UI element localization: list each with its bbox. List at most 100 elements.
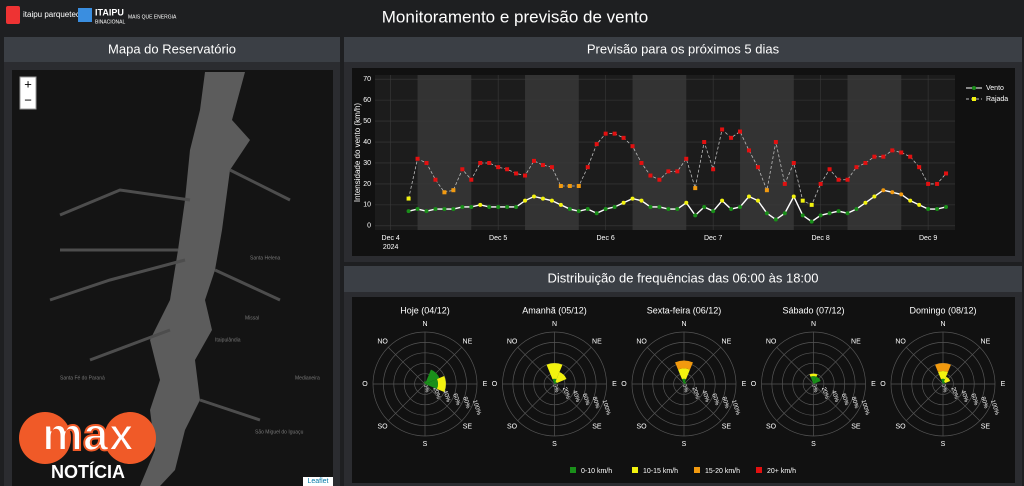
logo-text: ITAIPU [95,7,124,17]
rose-rtick-label: 80% [591,396,601,410]
rose-petal [678,368,690,380]
rose-direction: N [940,321,945,328]
gust-marker [648,173,653,178]
map-label: Santa Helena [250,255,281,261]
wind-marker [540,196,545,201]
wind-marker [809,219,814,224]
zoom-in[interactable]: + [24,76,32,91]
wind-marker [648,204,653,209]
gust-marker [523,173,528,178]
wind-marker [406,209,411,214]
gust-marker [684,156,689,161]
rose-petal [552,378,557,384]
wind-marker [890,190,895,195]
wind-marker [675,207,680,212]
y-tick-label: 40 [363,139,371,146]
legend-marker [972,86,976,90]
gust-marker [487,160,492,165]
rose-direction: SO [378,423,389,430]
rose-spoke [942,383,981,422]
wind-marker [845,211,850,216]
panel-title: Mapa do Reservatório [108,41,236,56]
wind-marker [711,209,716,214]
rose-rtick-label: 80% [979,396,989,410]
x-tick-year: 2024 [383,244,399,251]
attribution[interactable]: Leaflet [307,478,328,485]
zoom-control[interactable] [19,76,37,110]
panel-header [344,266,1022,292]
wind-marker [630,196,635,201]
gust-marker [639,160,644,165]
rose-spoke [813,346,851,385]
legend-swatch [694,467,700,473]
rose-rtick-label: 100% [730,399,741,416]
wind-marker [800,213,805,218]
chart-area [352,297,1015,483]
gust-marker [531,158,536,163]
gust-marker [558,184,563,189]
rose-rtick-label: 80% [461,396,471,410]
wind-marker [935,207,940,212]
wind-marker [944,204,949,209]
wind-marker [684,200,689,205]
rose-title: Domingo (08/12) [909,305,976,315]
rose-spoke [424,383,463,422]
rose-direction: SO [766,423,777,430]
wind-marker [863,200,868,205]
gust-marker [603,131,608,136]
rose-direction: S [811,441,816,448]
wind-marker [639,198,644,203]
rose-rtick-label: 0% [810,383,819,394]
y-tick-label: 50 [363,118,371,125]
rose-direction: SE [592,423,602,430]
rose-title: Amanhã (05/12) [522,305,587,315]
rose-petal [935,363,951,372]
rose-direction: E [612,381,617,388]
gust-marker [469,177,474,182]
rose-rtick-label: 40% [959,390,969,404]
map-labels: Missal Itaipulândia Medianeira Santa Fé do … [60,255,320,435]
gust-marker [746,148,751,153]
rose-rtick-label: 0% [551,383,560,394]
legend-label: 20+ km/h [767,468,796,475]
rose-direction: SE [722,423,732,430]
rose-petal [437,376,446,392]
x-tick-label: Dec 9 [919,235,937,242]
rose-rtick-label: 100% [471,399,482,416]
gust-marker [675,169,680,174]
rose-title: Sábado (07/12) [782,305,844,315]
rose-direction: S [423,441,428,448]
gust-marker [442,190,447,195]
gust-marker [702,140,707,145]
rose-rtick-label: 100% [989,399,1000,416]
map-label: Missal [245,315,259,321]
rose-direction: NO [895,338,906,345]
rose-direction: E [871,381,876,388]
rose-petal [554,381,557,384]
wind-marker [424,209,429,214]
rose-direction: NO [507,338,518,345]
rose-rtick-label: 60% [581,393,591,407]
x-tick-label: Dec 5 [489,235,507,242]
gust-marker [764,188,769,193]
rose-rtick-label: 40% [441,390,451,404]
day-band [417,75,472,230]
gust-marker [917,165,922,170]
gust-marker [406,196,411,201]
rose-rtick-label: 40% [571,390,581,404]
rose-direction: SO [637,423,648,430]
wind-marker [531,194,536,199]
gust-marker [549,165,554,170]
y-tick-label: 30 [363,160,371,167]
rose-direction: NE [592,338,602,345]
gust-marker [836,177,841,182]
rose-rtick-label: 60% [451,393,461,407]
rose-spoke [683,346,722,385]
rose-direction: SE [851,423,861,430]
wind-marker [773,217,778,222]
wind-marker [415,207,420,212]
zoom-out[interactable]: − [24,92,32,107]
reservoir-branch [49,168,291,422]
rose-rtick-label: 60% [840,393,850,407]
legend-label: Vento [986,85,1004,92]
